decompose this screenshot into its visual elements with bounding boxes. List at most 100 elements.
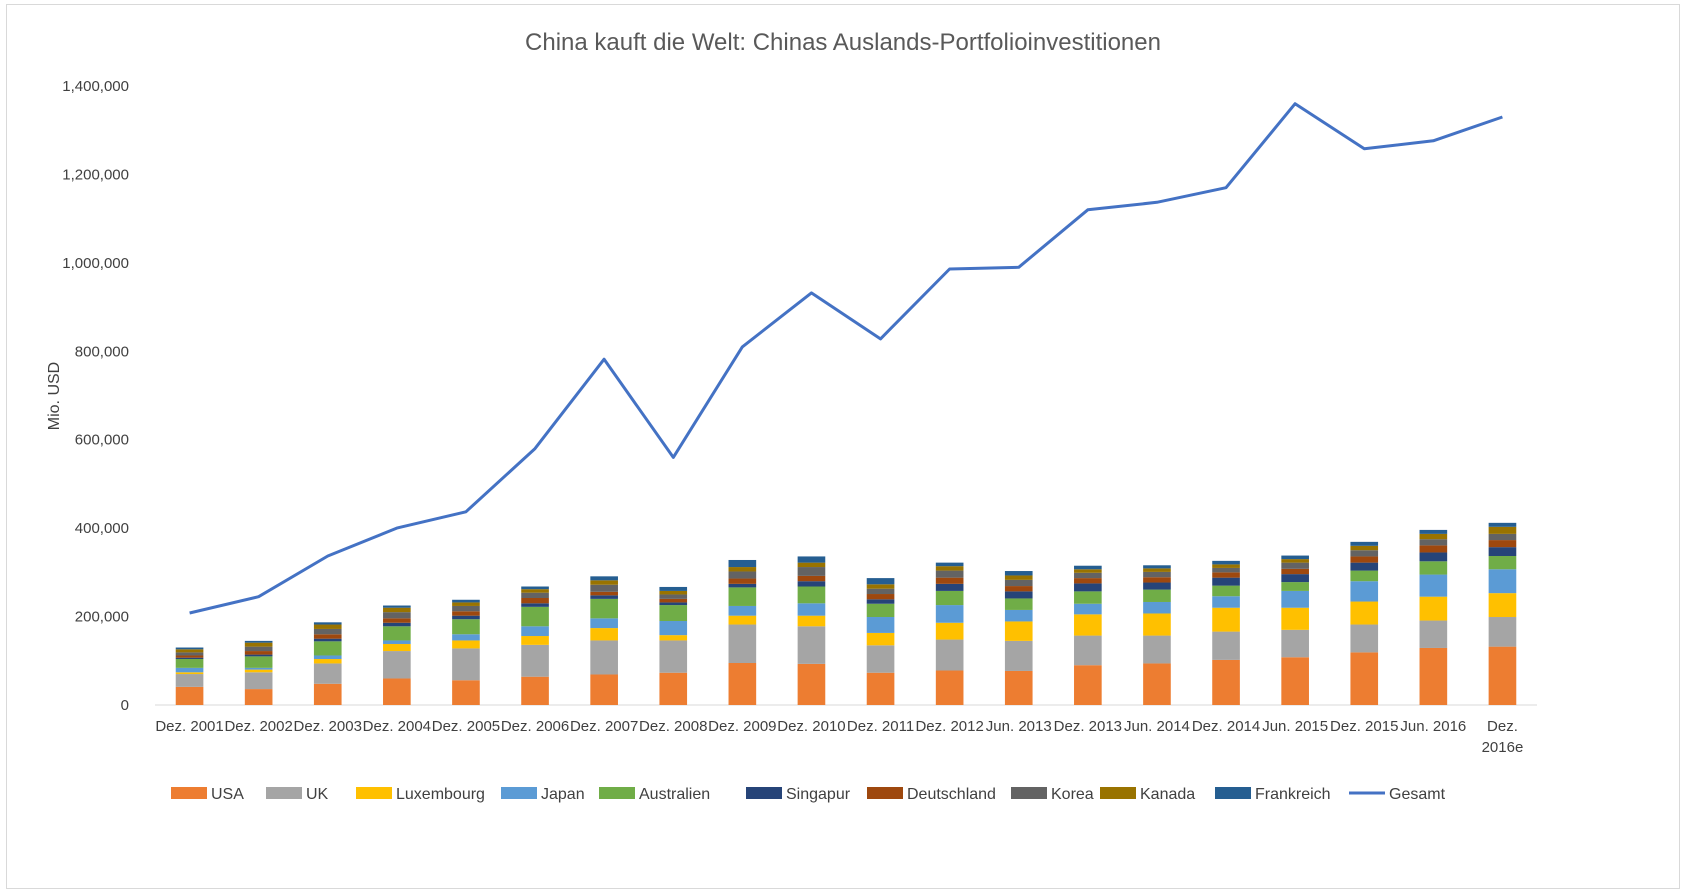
bar-segment	[1488, 593, 1517, 618]
bar-segment	[1350, 601, 1379, 625]
bar-segment	[1488, 522, 1517, 527]
bar-segment	[866, 588, 895, 595]
legend-label: Kanada	[1140, 786, 1195, 803]
bar-segment	[728, 662, 757, 705]
bar-segment	[866, 672, 895, 705]
bar-segment	[313, 622, 342, 625]
bar-segment	[728, 624, 757, 663]
bar-segment	[452, 680, 480, 705]
bar-segment	[935, 670, 964, 705]
bar-segment	[659, 602, 688, 606]
legend-label: Frankreich	[1255, 786, 1331, 803]
bar-segment	[521, 586, 549, 590]
bar-segment	[1143, 635, 1171, 664]
bar-segment	[1488, 555, 1517, 570]
legend-label: UK	[306, 786, 329, 803]
bar-segment	[1212, 585, 1240, 597]
x-tick-label: Dez. 2014	[1192, 718, 1260, 735]
legend-swatch	[171, 787, 207, 799]
y-tick-label: 1,200,000	[62, 166, 129, 183]
bar-segment	[244, 642, 273, 647]
bar-segment	[1350, 541, 1379, 546]
bar-segment	[1004, 591, 1033, 599]
bar-segment	[590, 598, 618, 619]
y-tick-label: 1,000,000	[62, 255, 129, 272]
bar-segment	[728, 567, 757, 572]
bar-segment	[797, 567, 826, 576]
bar-segment	[383, 605, 411, 608]
bar-segment	[452, 634, 480, 641]
x-tick-label: Jun. 2015	[1262, 718, 1328, 735]
bar-segment	[1143, 601, 1171, 614]
bar-segment	[935, 583, 964, 591]
bar-segment	[797, 562, 826, 568]
bar-segment	[659, 672, 688, 705]
bar-segment	[590, 576, 618, 581]
bar-segment	[244, 656, 273, 668]
y-tick-label: 600,000	[75, 432, 129, 449]
bar-segment	[521, 592, 549, 599]
bar-segment	[452, 599, 480, 603]
x-tick-label: Dez. 2012	[915, 718, 983, 735]
legend-swatch	[356, 787, 392, 799]
bar-segment	[1281, 574, 1309, 583]
bar-segment	[797, 663, 826, 705]
bar-segment	[866, 603, 895, 618]
bar-segment	[1074, 665, 1102, 705]
legend-label: Luxembourg	[396, 786, 485, 803]
legend-label: Japan	[541, 786, 585, 803]
bar-segment	[797, 556, 826, 563]
bar-segment	[521, 603, 549, 607]
bar-segment	[866, 617, 895, 633]
bar-segment	[383, 622, 411, 627]
bar-segment	[1212, 564, 1240, 568]
legend-label: Korea	[1051, 786, 1094, 803]
total-line-layer	[189, 102, 1503, 615]
bar-segment	[521, 626, 549, 637]
bar-segment	[590, 618, 618, 629]
legend-swatch	[1011, 787, 1047, 799]
bar-segment	[1143, 582, 1171, 590]
bar-segment	[244, 667, 273, 670]
bar-segment	[1350, 550, 1379, 557]
x-tick-label: Dez. 2015	[1330, 718, 1398, 735]
x-tick-label: Jun. 2013	[986, 718, 1052, 735]
bar-segment	[1212, 631, 1240, 660]
bar-segment	[866, 578, 895, 585]
bar-segment	[1488, 646, 1517, 705]
bar-segment	[1281, 657, 1309, 705]
bar-segment	[1488, 569, 1517, 594]
bar-segment	[1281, 629, 1309, 658]
x-tick-label: Dez. 2008	[639, 718, 707, 735]
y-tick-label: 1,400,000	[62, 78, 129, 95]
bar-segment	[1143, 577, 1171, 583]
chart-svg: China kauft die Welt: Chinas Auslands-Po…	[46, 29, 1537, 803]
bar-segment	[659, 594, 688, 599]
bar-segment	[1350, 562, 1379, 571]
bar-segment	[590, 674, 618, 705]
bar-segment	[1419, 561, 1448, 575]
x-tick-label: Dez. 2016e	[1482, 718, 1524, 756]
bar-segment	[1281, 582, 1309, 591]
bar-segment	[1281, 555, 1309, 560]
bar-segment	[383, 607, 411, 613]
bar-segment	[728, 578, 757, 584]
x-tick-label: Dez. 2006	[501, 718, 569, 735]
bar-segment	[1419, 552, 1448, 562]
bar-segment	[244, 651, 273, 655]
bar-segment	[797, 603, 826, 616]
legend-swatch	[1100, 787, 1136, 799]
bar-segment	[1419, 529, 1448, 534]
bar-segment	[1212, 560, 1240, 565]
bar-segment	[797, 575, 826, 582]
bar-segment	[1419, 533, 1448, 540]
bar-segment	[383, 643, 411, 652]
bar-segment	[452, 615, 480, 620]
bar-segment	[1419, 620, 1448, 648]
stacked-bars	[175, 522, 1517, 705]
bar-segment	[1419, 574, 1448, 597]
bar-segment	[1350, 581, 1379, 602]
bar-segment	[452, 619, 480, 635]
y-tick-label: 400,000	[75, 520, 129, 537]
bar-segment	[1212, 659, 1240, 705]
